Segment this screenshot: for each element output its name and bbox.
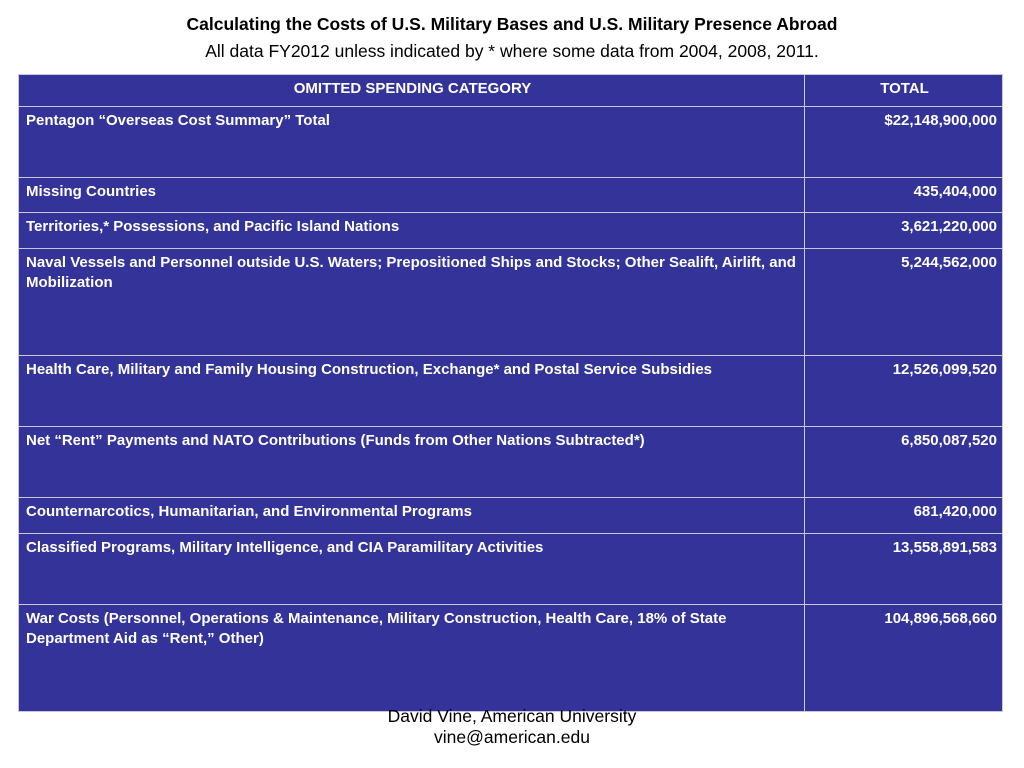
table-row: Net “Rent” Payments and NATO Contributio… (18, 426, 1003, 498)
row-total: 13,558,891,583 (804, 533, 1003, 605)
table-row: Missing Countries 435,404,000 (18, 177, 1003, 213)
row-category: Pentagon “Overseas Cost Summary” Total (18, 106, 805, 178)
table-row: Counternarcotics, Humanitarian, and Envi… (18, 497, 1003, 534)
row-total: 6,850,087,520 (804, 426, 1003, 498)
row-category: War Costs (Personnel, Operations & Maint… (18, 604, 805, 712)
row-category: Territories,* Possessions, and Pacific I… (18, 212, 805, 249)
table-row: Pentagon “Overseas Cost Summary” Total $… (18, 106, 1003, 178)
header-category: OMITTED SPENDING CATEGORY (18, 74, 805, 107)
row-total: 3,621,220,000 (804, 212, 1003, 249)
footer-email: vine@american.edu (434, 727, 590, 747)
row-category: Net “Rent” Payments and NATO Contributio… (18, 426, 805, 498)
footer-author: David Vine, American University (387, 706, 637, 726)
table-row: Territories,* Possessions, and Pacific I… (18, 212, 1003, 249)
row-category: Counternarcotics, Humanitarian, and Envi… (18, 497, 805, 534)
row-total: 12,526,099,520 (804, 355, 1003, 427)
table-row: Health Care, Military and Family Housing… (18, 355, 1003, 427)
table-row: Classified Programs, Military Intelligen… (18, 533, 1003, 605)
footer: David Vine, American University vine@ame… (0, 706, 1024, 748)
table-header-row: OMITTED SPENDING CATEGORY TOTAL (18, 74, 1003, 107)
row-total: 681,420,000 (804, 497, 1003, 534)
row-total: $22,148,900,000 (804, 106, 1003, 178)
row-total: 104,896,568,660 (804, 604, 1003, 712)
slide-subtitle: All data FY2012 unless indicated by * wh… (205, 41, 819, 61)
row-total: 5,244,562,000 (804, 248, 1003, 356)
table-row: Naval Vessels and Personnel outside U.S.… (18, 248, 1003, 356)
cost-table: OMITTED SPENDING CATEGORY TOTAL Pentagon… (18, 74, 1003, 712)
header-total: TOTAL (804, 74, 1003, 107)
slide-title: Calculating the Costs of U.S. Military B… (186, 14, 838, 34)
row-category: Missing Countries (18, 177, 805, 213)
row-category: Health Care, Military and Family Housing… (18, 355, 805, 427)
row-category: Naval Vessels and Personnel outside U.S.… (18, 248, 805, 356)
row-category: Classified Programs, Military Intelligen… (18, 533, 805, 605)
table-row: War Costs (Personnel, Operations & Maint… (18, 604, 1003, 712)
row-total: 435,404,000 (804, 177, 1003, 213)
